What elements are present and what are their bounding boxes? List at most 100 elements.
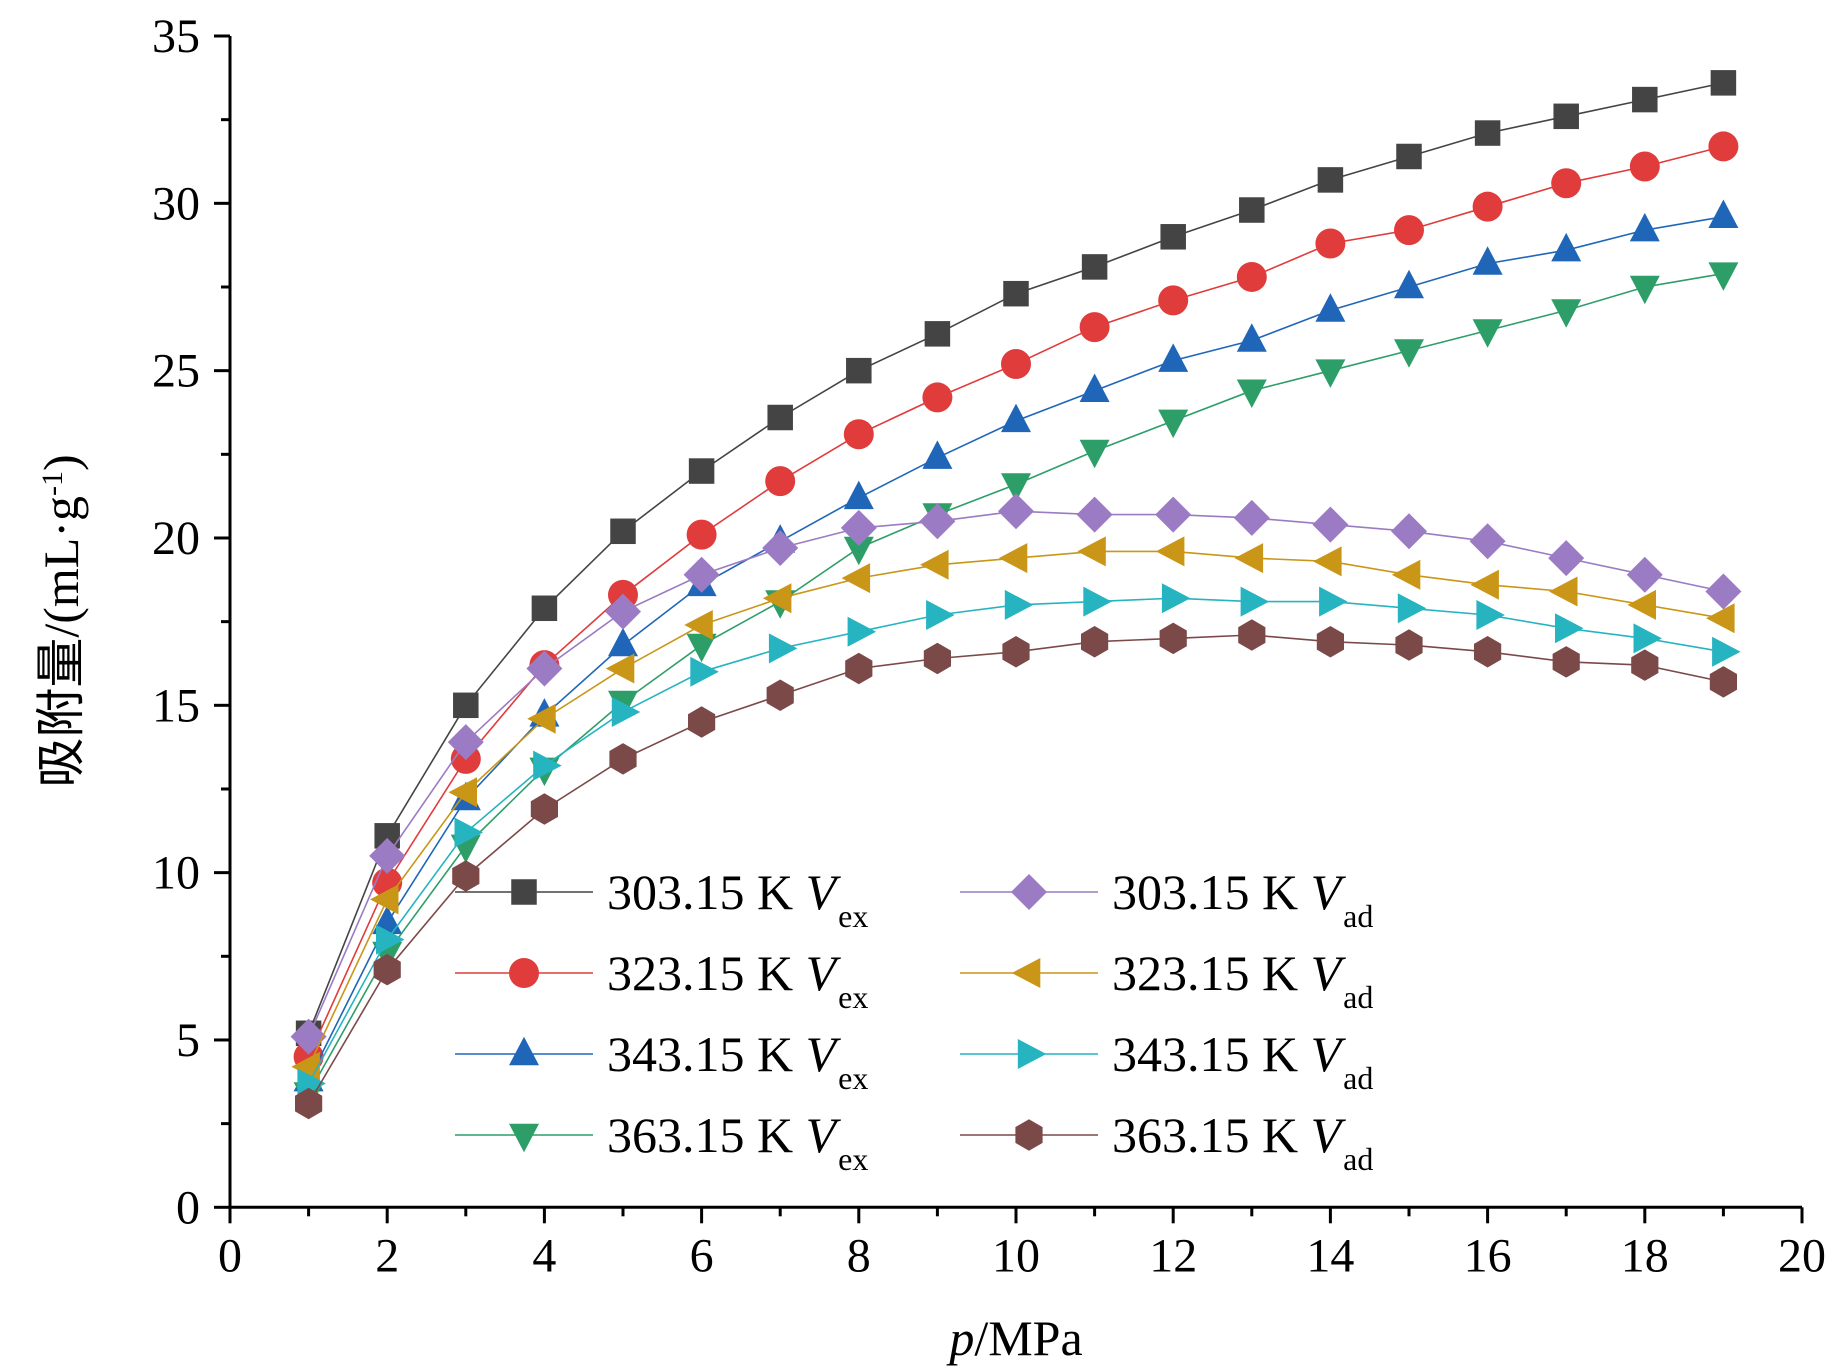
- data-point: [1001, 403, 1031, 433]
- data-point: [1233, 499, 1270, 536]
- legend-label-subscript: ad: [1343, 1060, 1373, 1096]
- data-point: [1236, 379, 1267, 408]
- x-tick-label: 18: [1621, 1229, 1669, 1282]
- data-point: [1712, 636, 1741, 667]
- legend-label-subscript: ex: [838, 898, 868, 934]
- data-point: [998, 493, 1034, 530]
- data-point: [452, 860, 480, 892]
- data-point: [1076, 496, 1113, 533]
- legend-label: 323.15 K Vex: [607, 945, 868, 1015]
- y-tick-label: 20: [152, 512, 200, 565]
- legend-label-temp: 303.15 K: [1112, 864, 1311, 920]
- data-point: [448, 777, 477, 808]
- data-point: [922, 440, 953, 469]
- data-point: [688, 706, 716, 738]
- data-point: [1470, 569, 1499, 600]
- data-point: [453, 692, 479, 719]
- series-343-15-k-vad: [297, 583, 1741, 1099]
- legend-label-subscript: ad: [1343, 979, 1373, 1015]
- data-point: [998, 543, 1028, 574]
- legend-marker: [509, 1123, 539, 1153]
- data-point: [1626, 556, 1663, 593]
- data-point: [1472, 319, 1503, 348]
- data-point: [1396, 143, 1422, 170]
- data-point: [843, 419, 874, 450]
- legend-item: 303.15 K Vex: [455, 864, 868, 934]
- legend-item: 303.15 K Vad: [960, 864, 1373, 934]
- y-axis-label: 吸附量/(mL·g-1): [33, 454, 89, 787]
- data-point: [1240, 586, 1270, 617]
- legend-marker: [1015, 1119, 1043, 1151]
- data-point: [1631, 649, 1659, 681]
- y-tick-label: 0: [176, 1181, 200, 1234]
- legend-item: 343.15 K Vad: [960, 1026, 1373, 1096]
- data-point: [610, 518, 636, 545]
- data-point: [1159, 622, 1187, 655]
- data-point: [1081, 626, 1109, 658]
- data-point: [1555, 613, 1584, 644]
- data-point: [686, 633, 717, 663]
- data-point: [608, 627, 638, 657]
- series-layer: [290, 70, 1742, 1120]
- data-point: [369, 837, 406, 874]
- series-323-15-k-vad: [291, 536, 1735, 1082]
- data-point: [1391, 513, 1427, 550]
- data-point: [762, 530, 799, 566]
- legend-label: 343.15 K Vad: [1112, 1026, 1373, 1096]
- data-point: [1312, 506, 1349, 543]
- data-point: [1394, 339, 1424, 368]
- axes: 0 2 4 6 8 10 12 14 16 18 20 0 5 10 15 20 25 30 35: [152, 10, 1826, 1282]
- y-tick-label: 5: [176, 1014, 200, 1067]
- data-point: [1077, 536, 1106, 567]
- data-point: [846, 357, 872, 384]
- x-tick-label: 16: [1464, 1229, 1512, 1282]
- data-point: [690, 656, 719, 687]
- x-axis-label-unit: /MPa: [974, 1310, 1082, 1366]
- legend-label-temp: 343.15 K: [607, 1026, 806, 1082]
- data-point: [920, 549, 949, 580]
- data-point: [533, 750, 562, 781]
- data-point: [1394, 215, 1424, 246]
- data-point: [1394, 269, 1424, 299]
- data-point: [1395, 629, 1423, 661]
- x-axis-label-italic: p: [946, 1310, 974, 1366]
- data-point: [843, 536, 874, 566]
- x-axis-ticks: 0 2 4 6 8 10 12 14 16 18 20: [218, 1207, 1826, 1282]
- legend-marker: [511, 879, 537, 905]
- data-point: [1001, 473, 1031, 502]
- x-tick-label: 2: [375, 1229, 399, 1282]
- data-point: [1474, 636, 1502, 668]
- legend-marker: [509, 1036, 539, 1066]
- data-point: [1548, 540, 1585, 577]
- data-point: [1552, 646, 1580, 678]
- data-point: [1236, 323, 1267, 352]
- legend-label-symbol: V: [806, 1107, 842, 1163]
- legend-marker: [1011, 958, 1041, 988]
- data-point: [1003, 280, 1029, 307]
- legend-item: 323.15 K Vex: [455, 945, 868, 1015]
- series-363-15-k-vad: [295, 619, 1737, 1120]
- data-point: [295, 1087, 323, 1120]
- data-point: [683, 556, 720, 593]
- data-point: [1319, 586, 1348, 617]
- data-point: [845, 652, 873, 685]
- series-303-15-k-vex: [295, 70, 1737, 1047]
- x-tick-label: 8: [847, 1229, 871, 1282]
- data-point: [605, 653, 635, 684]
- data-point: [530, 793, 558, 825]
- legend-marker: [1017, 1039, 1047, 1069]
- data-point: [840, 509, 877, 546]
- legend-label-subscript: ex: [838, 979, 868, 1015]
- x-tick-label: 10: [992, 1229, 1040, 1282]
- data-point: [1079, 373, 1110, 402]
- series-363-15-k-vex: [293, 262, 1739, 1111]
- data-point: [926, 600, 955, 630]
- data-point: [527, 703, 556, 734]
- legend-marker: [1011, 874, 1047, 910]
- data-point: [1391, 559, 1421, 590]
- data-point: [686, 519, 717, 550]
- x-axis-label: p/MPa: [946, 1310, 1082, 1366]
- series-line: [307, 634, 1724, 1105]
- legend-item: 363.15 K Vex: [455, 1107, 868, 1177]
- data-point: [1629, 151, 1660, 182]
